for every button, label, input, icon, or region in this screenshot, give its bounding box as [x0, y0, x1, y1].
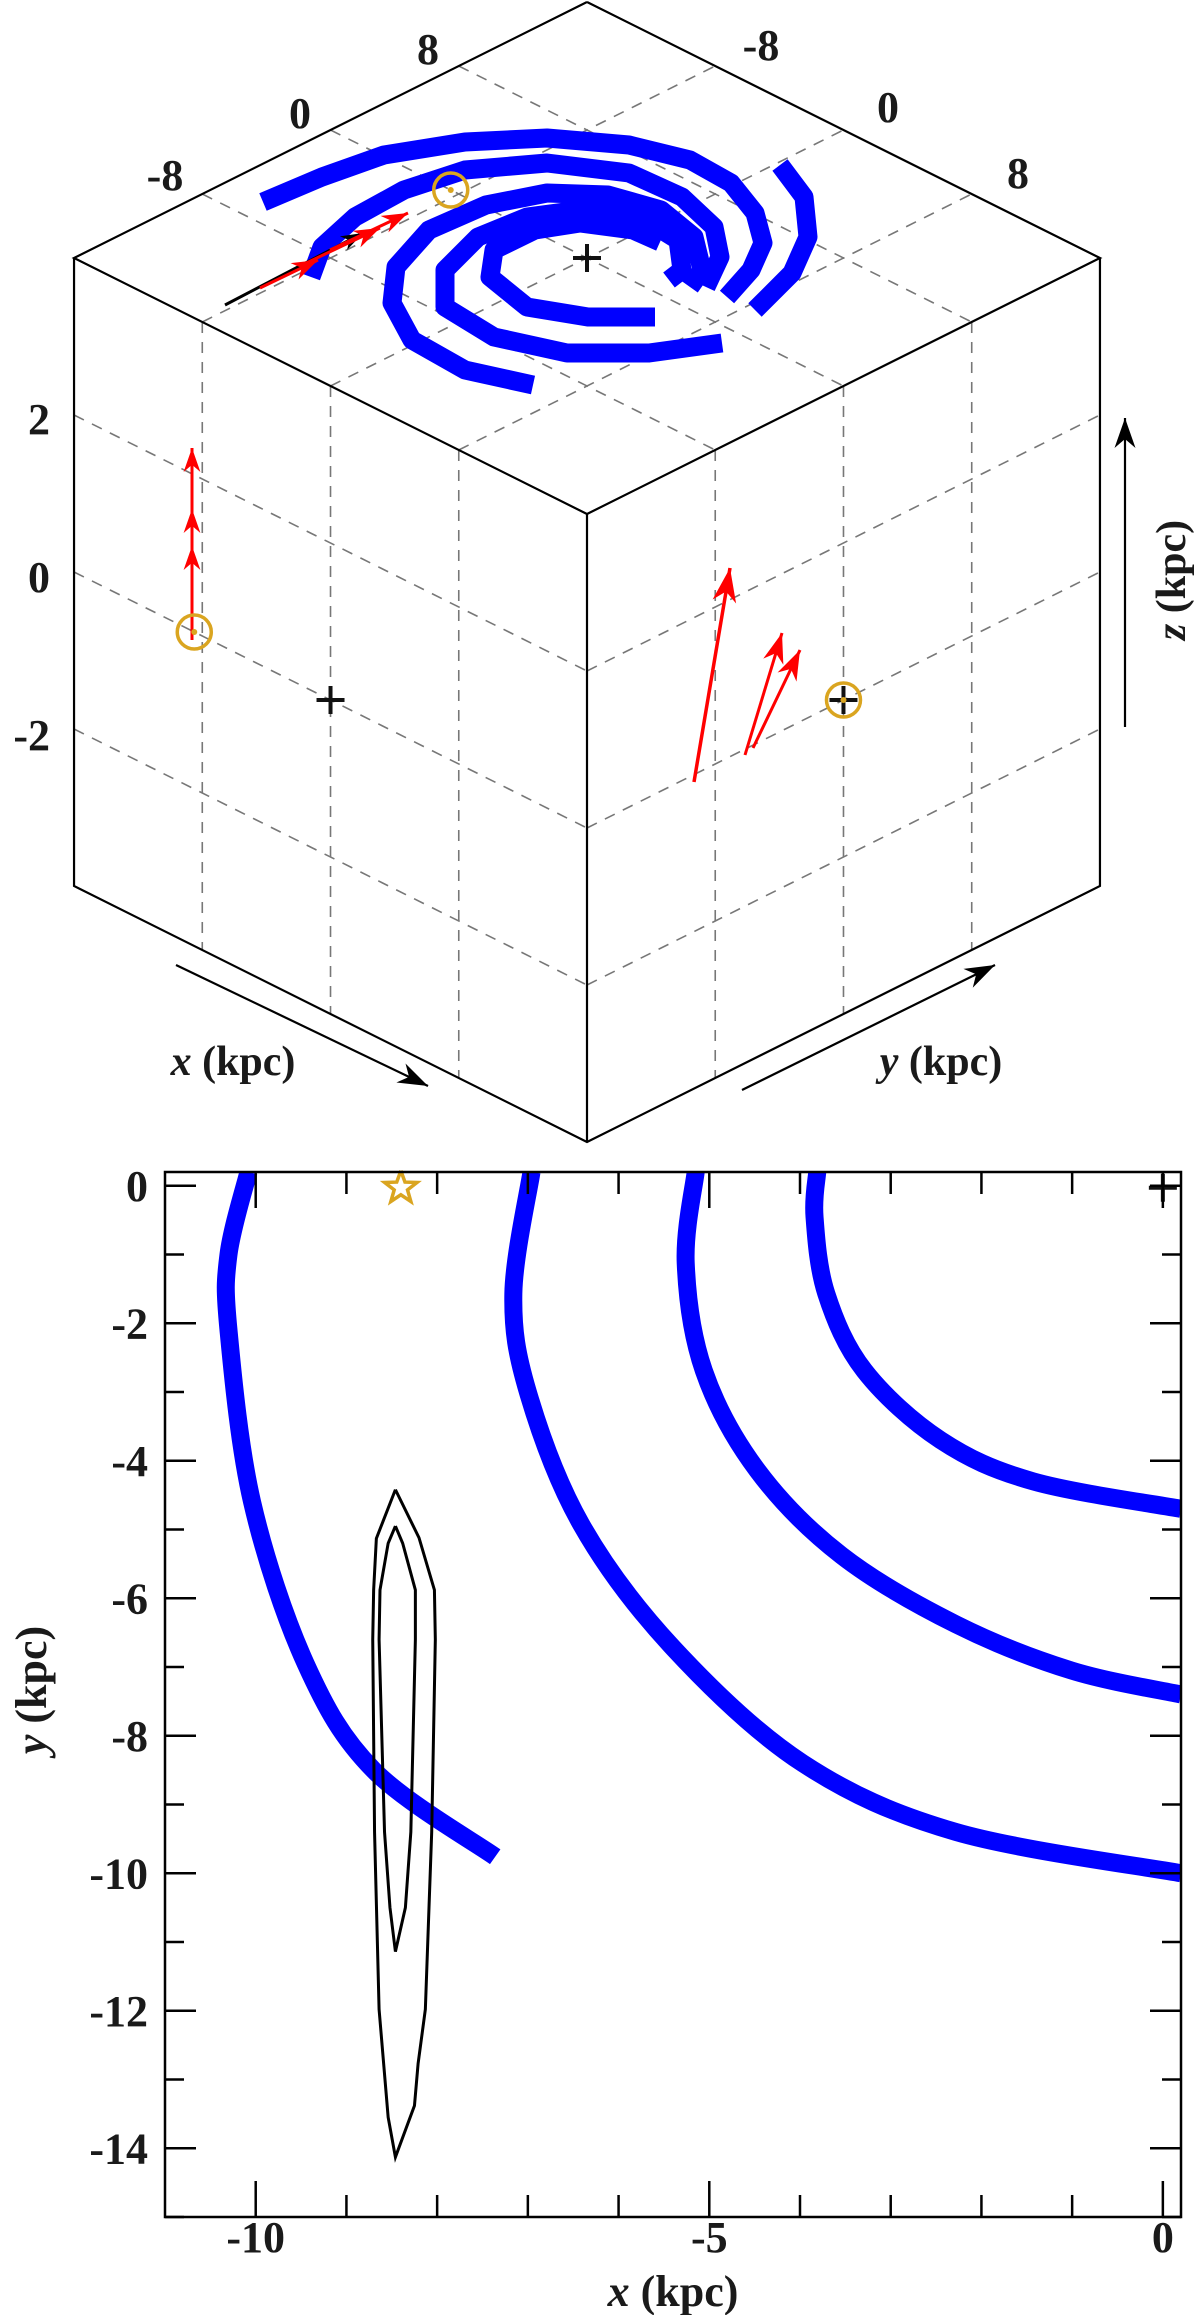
axis-var: y — [875, 1039, 899, 1085]
spiral-arm — [302, 153, 730, 292]
y-tick-label: 0 — [126, 1162, 148, 1211]
axis-unit: (kpc) — [909, 1039, 1002, 1085]
y-tick-label: -14 — [89, 2124, 148, 2173]
spiral-arm-curve — [676, 1172, 1181, 1704]
velocity-arrow-head — [763, 633, 784, 665]
cube-y-axis-label: y (kpc) — [875, 1039, 1003, 1085]
velocity-arrow-head — [183, 448, 201, 472]
y-tick-label: -6 — [111, 1574, 148, 1623]
z-axis-direction-arrow-head — [1114, 418, 1136, 448]
velocity-arrow-head — [380, 213, 408, 233]
axis-var: y — [7, 1734, 56, 1759]
velocity-arrow-head — [777, 650, 800, 682]
left-face-gridline — [73, 728, 588, 986]
x-tick-label: -10 — [226, 2213, 285, 2262]
cube-y-tick-label: -8 — [147, 151, 184, 200]
probability-contour — [371, 1488, 437, 2163]
sun-star-icon — [379, 1170, 422, 1206]
cube-y-tick-label: 0 — [289, 89, 311, 138]
top-face-gridline — [458, 193, 973, 451]
cube-x-tick-labels: -8 0 8 — [743, 21, 1029, 198]
cube-x-tick-label: 0 — [877, 83, 899, 132]
x-tick-label: 0 — [1152, 2213, 1174, 2262]
left-face-gridline — [73, 414, 588, 672]
spiral-arm-curve — [805, 1172, 1181, 1518]
velocity-arrow — [692, 567, 732, 783]
axis-unit: (kpc) — [202, 1039, 295, 1085]
spiral-arm — [435, 200, 724, 363]
plot-frame — [163, 1170, 1183, 2219]
axis-unit: (kpc) — [641, 2267, 739, 2315]
axis-unit: (kpc) — [1149, 520, 1195, 613]
sun-circle-icon — [824, 681, 863, 719]
cube-x-axis-label: x (kpc) — [170, 1039, 296, 1085]
velocity-arrow-head — [290, 260, 318, 280]
cube-z-tick-labels: 2 0 -2 — [13, 395, 50, 760]
spiral-arm — [480, 213, 664, 327]
spiral-arm — [748, 159, 818, 317]
spiral-arm — [259, 128, 773, 304]
cube-y-tick-labels: -8 0 8 — [147, 25, 439, 200]
y-tick-label: -4 — [111, 1437, 148, 1486]
plot-y-tick-labels: 0 -2 -4 -6 -8 -10 -12 -14 — [89, 1162, 148, 2174]
cube-y-tick-label: 8 — [417, 25, 439, 74]
plot-layer — [71, 1, 1183, 2219]
x-axis-direction-arrow — [175, 964, 429, 1087]
probability-contour — [377, 1525, 417, 1952]
right-face-gridline — [586, 728, 1101, 986]
cube-x-tick-label: 8 — [1007, 149, 1029, 198]
cube-z-tick-label: 0 — [28, 553, 50, 602]
plot-x-axis-label: x (kpc) — [607, 2267, 739, 2315]
cube-z-tick-label: -2 — [13, 711, 50, 760]
cube-z-axis-label: z (kpc) — [1149, 520, 1195, 642]
top-face-gridline — [458, 65, 973, 323]
right-face-gridline — [586, 414, 1101, 672]
x-axis-direction-arrow-head — [396, 1063, 428, 1086]
axis-unit: (kpc) — [7, 1626, 56, 1724]
plot-y-axis-label: y (kpc) — [7, 1626, 56, 1759]
axis-var: x — [170, 1039, 192, 1085]
plot-x-tick-labels: -10 -5 0 — [226, 2213, 1173, 2262]
spiral-arm — [382, 183, 712, 395]
y-tick-label: -2 — [111, 1299, 148, 1348]
cube-z-tick-label: 2 — [28, 395, 50, 444]
velocity-arrow — [743, 632, 784, 756]
axis-var: z — [1149, 623, 1195, 642]
x-tick-label: -5 — [691, 2213, 728, 2262]
y-axis-direction-arrow-head — [963, 965, 995, 988]
sun-dot — [191, 629, 198, 635]
y-tick-label: -12 — [89, 1987, 148, 2036]
velocity-arrow-head — [352, 228, 380, 248]
sun-circle-icon — [175, 613, 214, 651]
sun-circle-icon — [431, 171, 470, 209]
spiral-arm-curve — [504, 1172, 1181, 1883]
sun-dot — [447, 187, 454, 193]
y-tick-label: -8 — [111, 1712, 148, 1761]
sun-dot — [840, 697, 847, 703]
velocity-arrow-head — [712, 568, 737, 604]
axis-var: x — [607, 2267, 630, 2315]
spiral-arm-curve — [216, 1172, 501, 1865]
y-tick-label: -10 — [89, 1849, 148, 1898]
cube-x-tick-label: -8 — [743, 21, 780, 70]
y-axis-direction-arrow — [741, 964, 996, 1091]
